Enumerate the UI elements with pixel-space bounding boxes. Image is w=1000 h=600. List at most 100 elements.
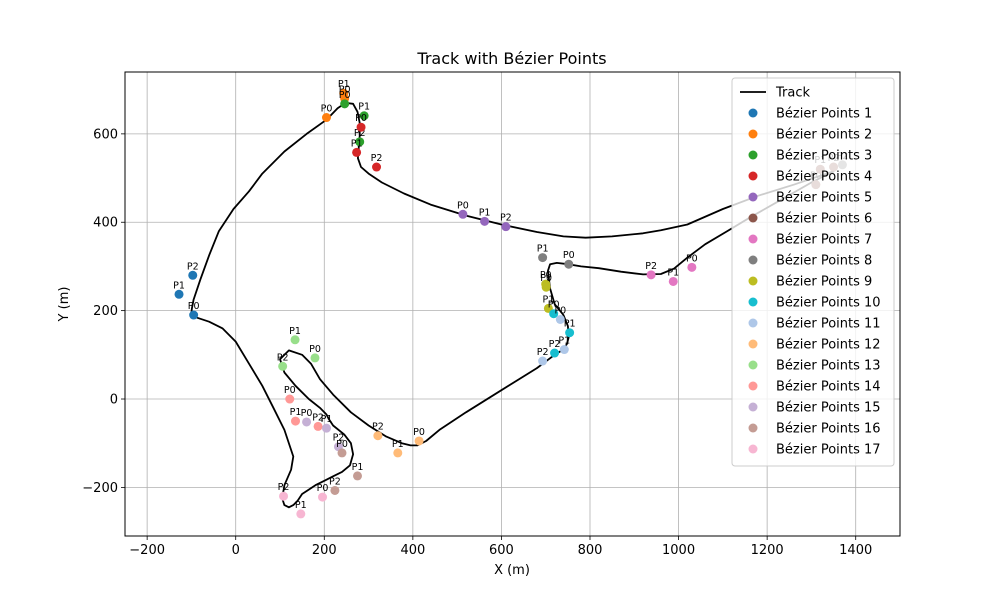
legend-box — [731, 77, 895, 467]
bezier-point-label: P0 — [548, 300, 560, 311]
bezier-point-label: P0 — [309, 344, 321, 355]
bezier-point-label: P2 — [537, 347, 549, 358]
bezier-point-label: P1 — [358, 102, 370, 113]
bezier-point-marker — [538, 253, 548, 263]
bezier-point-label: P1 — [564, 319, 576, 330]
bezier-point-label: P0 — [413, 427, 425, 438]
bezier-point-marker — [174, 289, 184, 299]
bezier-point-label: P2 — [500, 213, 512, 224]
bezier-point-label: P1 — [295, 500, 307, 511]
legend-label: Bézier Points 6 — [776, 212, 872, 227]
bezier-point-label: P1 — [537, 244, 549, 255]
bezier-point-marker — [352, 147, 362, 157]
bezier-point-label: P0 — [284, 385, 296, 396]
y-tick-label: −200 — [82, 481, 118, 496]
bezier-point-label: P0 — [317, 483, 329, 494]
legend-swatch — [748, 129, 758, 139]
bezier-point-label: P0 — [457, 200, 469, 211]
legend-swatch — [748, 108, 758, 118]
legend-swatch — [748, 381, 758, 391]
bezier-point-marker — [290, 335, 300, 345]
legend-track-label: Track — [775, 86, 810, 101]
bezier-point-label: P1 — [173, 280, 185, 291]
bezier-point-marker — [310, 353, 320, 363]
bezier-point-marker — [458, 209, 468, 219]
y-tick-label: 200 — [93, 304, 118, 319]
legend-swatch — [748, 150, 758, 160]
legend-swatch — [748, 297, 758, 307]
bezier-point-marker — [313, 421, 323, 431]
bezier-point-marker — [302, 417, 312, 427]
y-tick-label: 600 — [93, 127, 118, 142]
bezier-point-label: P2 — [645, 261, 657, 272]
bezier-point-marker — [322, 423, 331, 433]
bezier-point-marker — [279, 491, 289, 501]
legend-swatch — [748, 318, 758, 328]
bezier-point-marker — [359, 111, 369, 121]
bezier-point-label: P1 — [290, 407, 302, 418]
x-tick-label: 1400 — [839, 543, 872, 558]
legend-swatch — [748, 444, 758, 454]
bezier-point-label: P2 — [371, 153, 383, 164]
bezier-point-marker — [189, 310, 199, 320]
legend-swatch — [748, 234, 758, 244]
bezier-point-marker — [550, 348, 560, 358]
bezier-point-marker — [278, 361, 288, 371]
bezier-point-marker — [340, 99, 350, 109]
legend-swatch — [748, 360, 758, 370]
bezier-point-label: P2 — [549, 339, 561, 350]
bezier-point-marker — [565, 328, 575, 338]
legend-label: Bézier Points 11 — [776, 317, 881, 332]
legend-swatch — [748, 171, 758, 181]
legend-swatch — [748, 339, 758, 349]
bezier-point-marker — [285, 394, 295, 404]
bezier-point-label: P2 — [354, 128, 366, 139]
bezier-point-label: P0 — [336, 439, 348, 450]
bezier-point-label: P1 — [479, 207, 491, 218]
bezier-point-label: P0 — [321, 104, 333, 115]
x-tick-label: 400 — [400, 543, 425, 558]
bezier-point-label: P0 — [554, 305, 566, 316]
legend-label: Bézier Points 16 — [776, 422, 881, 437]
bezier-point-label: P1 — [338, 79, 350, 90]
legend-swatch — [748, 192, 758, 202]
plot-frame — [124, 71, 901, 537]
bezier-point-label: P0 — [188, 301, 200, 312]
bezier-point-label: P0 — [540, 273, 552, 284]
legend-label: Bézier Points 9 — [776, 275, 872, 290]
bezier-point-label: P0 — [301, 408, 313, 419]
legend-label: Bézier Points 13 — [776, 359, 881, 374]
bezier-point-label: P2 — [277, 352, 289, 363]
bezier-point-label: P1 — [352, 462, 364, 473]
bezier-point-marker — [668, 276, 678, 286]
legend-label: Bézier Points 17 — [776, 443, 881, 458]
chart-title: Track with Bézier Points — [416, 49, 606, 68]
bezier-point-marker — [646, 270, 656, 280]
bezier-point-label: P0 — [540, 270, 552, 281]
bezier-point-label: P0 — [563, 250, 575, 261]
bezier-point-label: P0 — [339, 85, 351, 96]
x-tick-label: 1000 — [662, 543, 695, 558]
legend-label: Bézier Points 1 — [776, 107, 872, 122]
track-line — [190, 102, 835, 509]
x-tick-label: 0 — [232, 543, 240, 558]
legend-label: Bézier Points 3 — [776, 149, 872, 164]
bezier-point-marker — [372, 162, 382, 172]
bezier-point-marker — [356, 122, 366, 132]
bezier-point-marker — [555, 314, 565, 324]
bezier-point-marker — [549, 309, 559, 319]
bezier-point-marker — [188, 270, 198, 280]
y-axis-label: Y (m) — [57, 287, 72, 323]
legend-swatch — [748, 213, 758, 223]
bezier-point-marker — [564, 259, 574, 269]
legend-label: Bézier Points 7 — [776, 233, 872, 248]
bezier-point-label: P1 — [558, 336, 570, 347]
bezier-point-label: P1 — [289, 326, 301, 337]
bezier-point-label: P2 — [187, 261, 199, 272]
bezier-point-label: P1 — [351, 138, 363, 149]
bezier-point-marker — [414, 436, 424, 446]
x-tick-label: 200 — [312, 543, 337, 558]
bezier-point-marker — [559, 345, 569, 355]
legend-label: Bézier Points 10 — [776, 296, 881, 311]
